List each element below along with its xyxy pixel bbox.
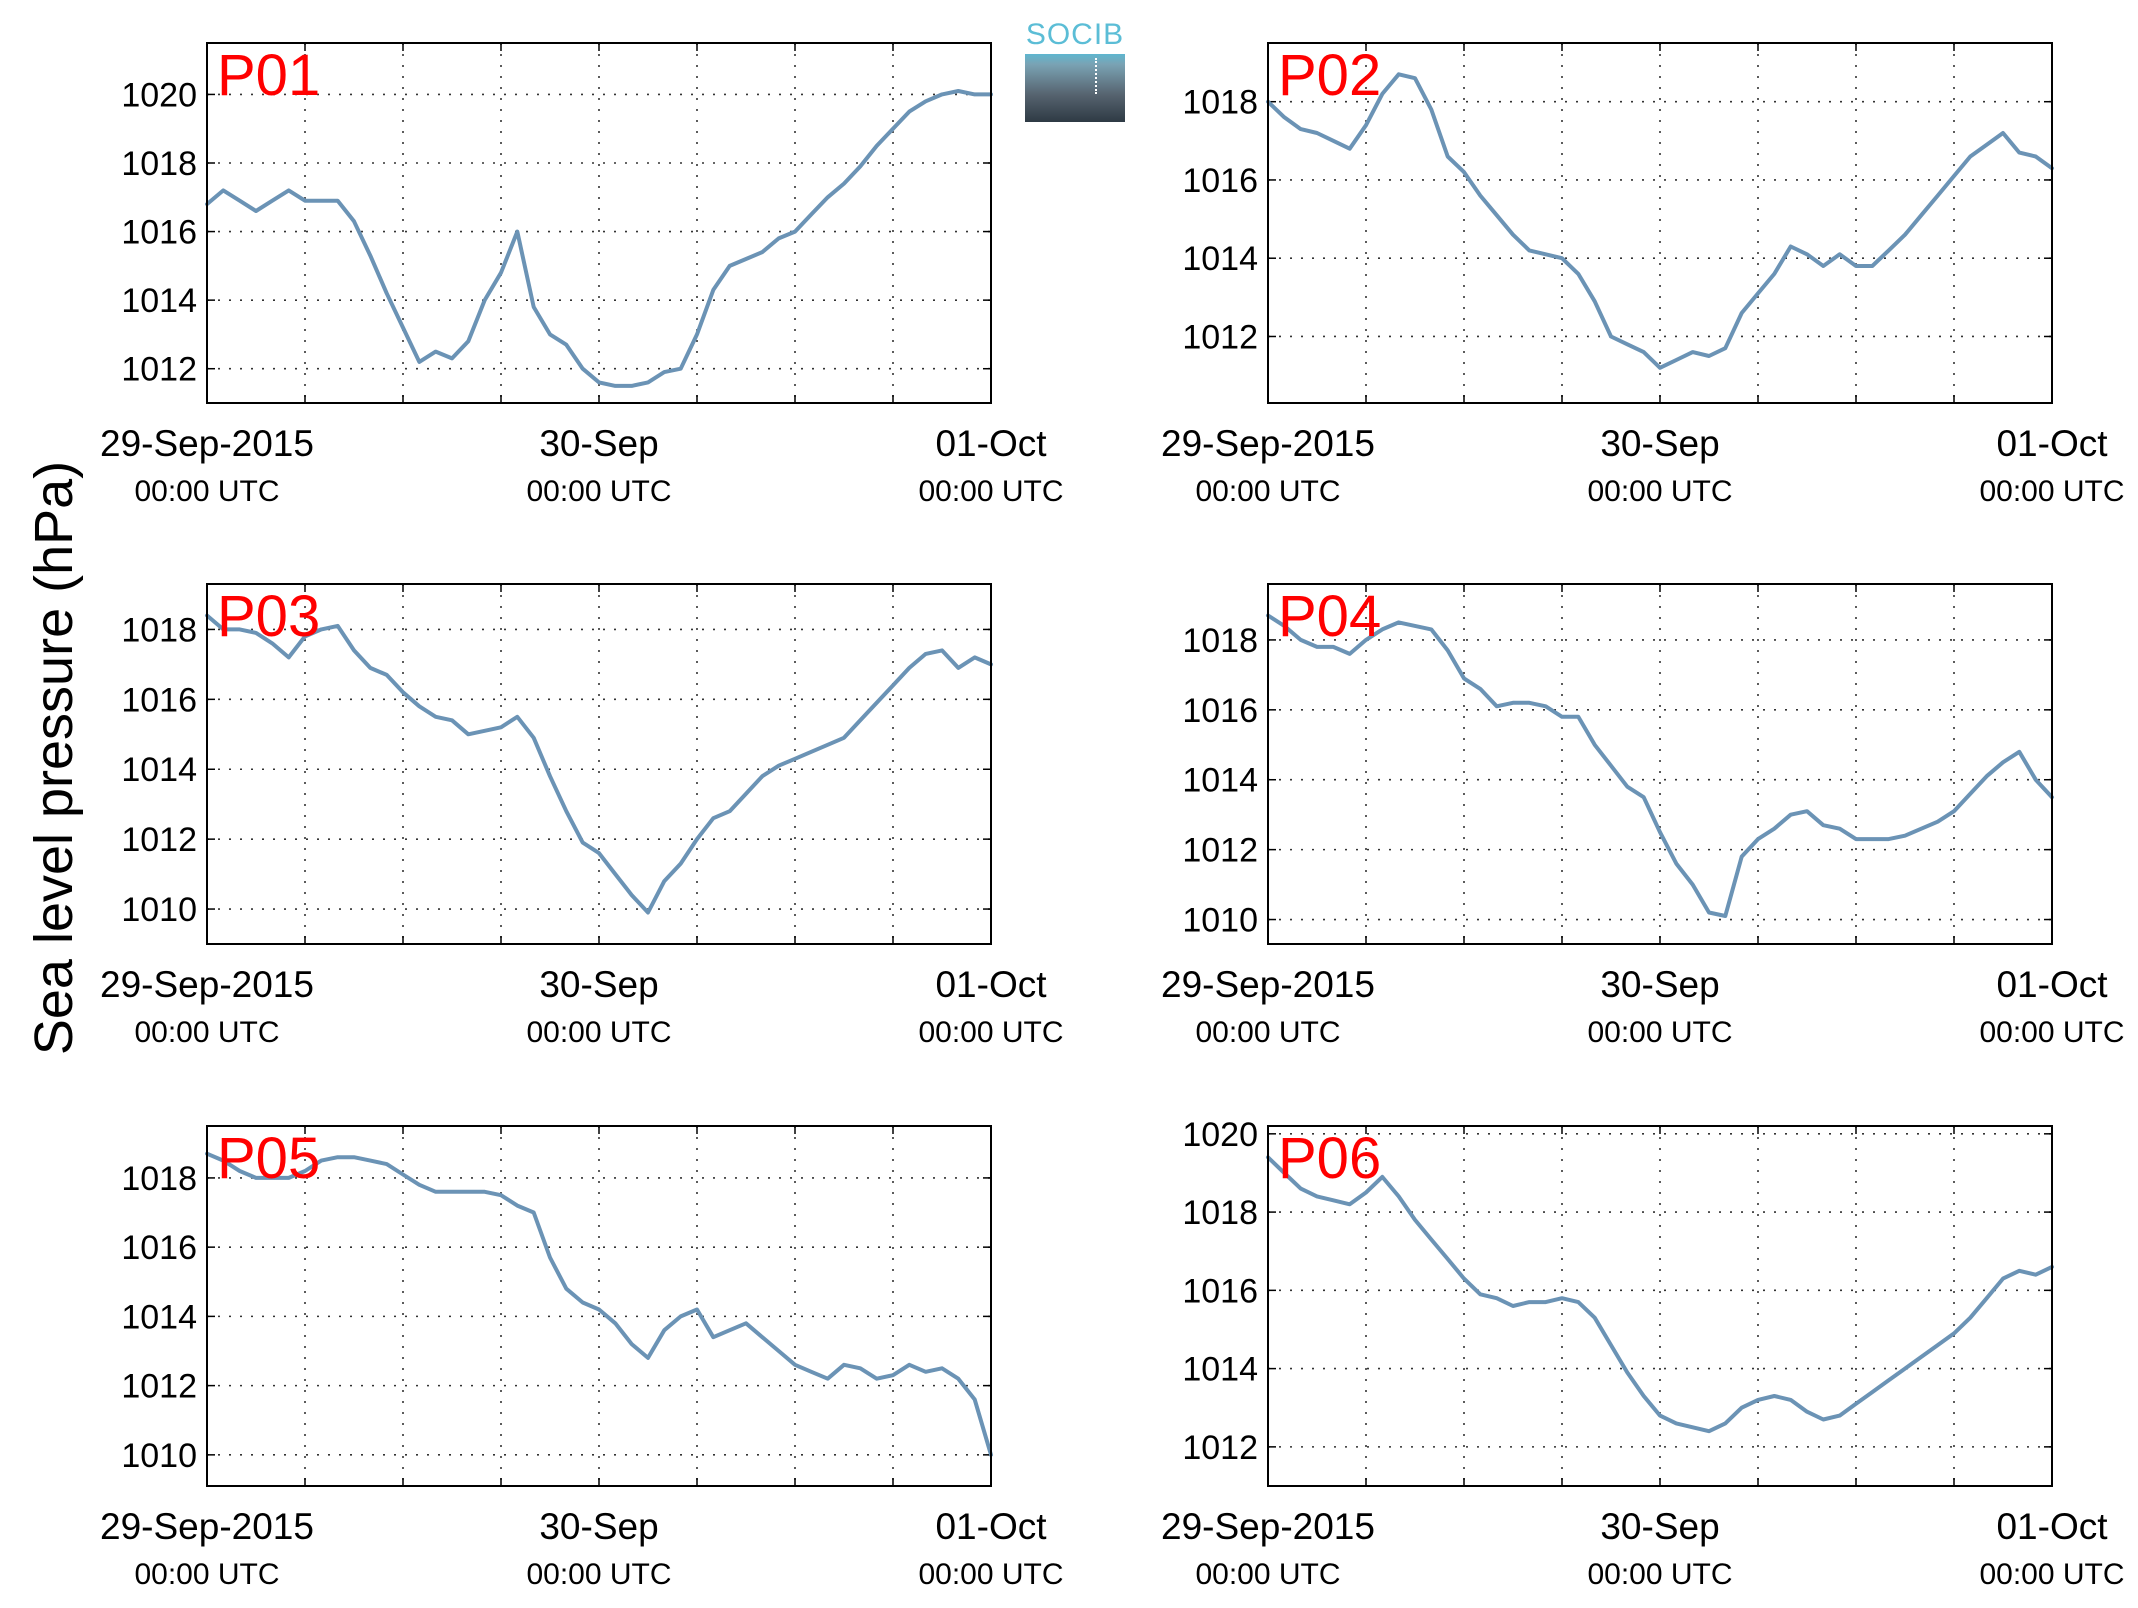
p02-xtick-date-label: 30-Sep [1600,423,1719,464]
p03-xtick-time-label: 00:00 UTC [134,1016,279,1049]
p04-xtick-date-label: 30-Sep [1600,964,1719,1005]
p03-plot-frame [206,583,992,945]
p03-series-line [205,613,993,915]
p05-ytick-label: 1018 [121,1160,197,1198]
y-axis-label: Sea level pressure (hPa) [24,461,84,1055]
p05-ytick-label: 1014 [121,1298,197,1336]
p06-ytick-label: 1018 [1182,1194,1258,1232]
p01-xtick-date-label: 29-Sep-2015 [100,423,314,464]
p01-ytick-label: 1018 [121,145,197,183]
p05-ytick-label: 1010 [121,1437,197,1475]
p05-plot-frame [206,1125,992,1487]
p04-ytick-label: 1012 [1182,832,1258,870]
p01-plot-frame [206,42,992,404]
p03-xtick-date-label: 30-Sep [539,964,658,1005]
p04-panel-label: P04 [1278,584,1381,649]
p02-ytick-label: 1016 [1182,162,1258,200]
p04-series-line [1266,613,2054,918]
p02-ytick-label: 1018 [1182,84,1258,122]
p05-ytick-label: 1012 [121,1368,197,1406]
p01-xtick-time-label: 00:00 UTC [134,475,279,508]
socib-logo: SOCIB [1025,18,1125,122]
p01-xtick-time-label: 00:00 UTC [526,475,671,508]
p06-ytick-label: 1012 [1182,1429,1258,1467]
p02-xtick-time-label: 00:00 UTC [1979,475,2124,508]
p01-ytick-label: 1020 [121,76,197,114]
p02-series-line [1266,72,2054,370]
logo-wave-icon [1025,54,1125,122]
p03-xtick-time-label: 00:00 UTC [526,1016,671,1049]
p03-xtick-date-label: 01-Oct [935,964,1047,1005]
p04-plot-frame [1267,583,2053,945]
p06-xtick-time-label: 00:00 UTC [1979,1558,2124,1591]
p04-ytick-label: 1018 [1182,622,1258,660]
p03-ytick-label: 1012 [121,821,197,859]
p06-xtick-date-label: 30-Sep [1600,1506,1719,1547]
p02-xtick-date-label: 29-Sep-2015 [1161,423,1375,464]
p06-xtick-time-label: 00:00 UTC [1587,1558,1732,1591]
p06-xtick-date-label: 01-Oct [1996,1506,2108,1547]
p06-plot-frame [1267,1125,2053,1487]
p06-xtick-date-label: 29-Sep-2015 [1161,1506,1375,1547]
p05-xtick-date-label: 29-Sep-2015 [100,1506,314,1547]
p04-ytick-label: 1010 [1182,902,1258,940]
p02-panel-label: P02 [1278,43,1381,108]
p04-xtick-date-label: 29-Sep-2015 [1161,964,1375,1005]
p05-ytick-label: 1016 [121,1229,197,1267]
p01-ytick-label: 1014 [121,282,197,320]
p06-ytick-label: 1016 [1182,1272,1258,1310]
p05-panel-label: P05 [217,1126,320,1191]
p02-ytick-label: 1012 [1182,318,1258,356]
p03-ytick-label: 1016 [121,681,197,719]
p01-ytick-label: 1016 [121,214,197,252]
p04-ytick-label: 1014 [1182,762,1258,800]
p03-xtick-date-label: 29-Sep-2015 [100,964,314,1005]
p03-xtick-time-label: 00:00 UTC [918,1016,1063,1049]
p04-xtick-time-label: 00:00 UTC [1979,1016,2124,1049]
p05-xtick-date-label: 01-Oct [935,1506,1047,1547]
p02-xtick-date-label: 01-Oct [1996,423,2108,464]
p05-series-line [205,1151,993,1457]
p01-xtick-date-label: 01-Oct [935,423,1047,464]
p06-series-line [1266,1155,2054,1434]
p05-xtick-time-label: 00:00 UTC [526,1558,671,1591]
p04-xtick-date-label: 01-Oct [1996,964,2108,1005]
logo-dots [1095,58,1097,94]
p06-ytick-label: 1014 [1182,1351,1258,1389]
p01-series-line [205,89,993,388]
p02-xtick-time-label: 00:00 UTC [1587,475,1732,508]
p01-xtick-date-label: 30-Sep [539,423,658,464]
p02-ytick-label: 1014 [1182,240,1258,278]
p01-ytick-label: 1012 [121,351,197,389]
p04-xtick-time-label: 00:00 UTC [1195,1016,1340,1049]
logo-text: SOCIB [1025,18,1125,51]
p06-xtick-time-label: 00:00 UTC [1195,1558,1340,1591]
p03-panel-label: P03 [217,584,320,649]
p05-xtick-time-label: 00:00 UTC [134,1558,279,1591]
p02-plot-frame [1267,42,2053,404]
p01-xtick-time-label: 00:00 UTC [918,475,1063,508]
p01-panel-label: P01 [217,43,320,108]
p05-xtick-time-label: 00:00 UTC [918,1558,1063,1591]
p06-ytick-label: 1020 [1182,1116,1258,1154]
p05-xtick-date-label: 30-Sep [539,1506,658,1547]
p03-ytick-label: 1018 [121,611,197,649]
p04-xtick-time-label: 00:00 UTC [1587,1016,1732,1049]
p02-xtick-time-label: 00:00 UTC [1195,475,1340,508]
p03-ytick-label: 1010 [121,891,197,929]
p03-ytick-label: 1014 [121,751,197,789]
p04-ytick-label: 1016 [1182,692,1258,730]
p06-panel-label: P06 [1278,1126,1381,1191]
